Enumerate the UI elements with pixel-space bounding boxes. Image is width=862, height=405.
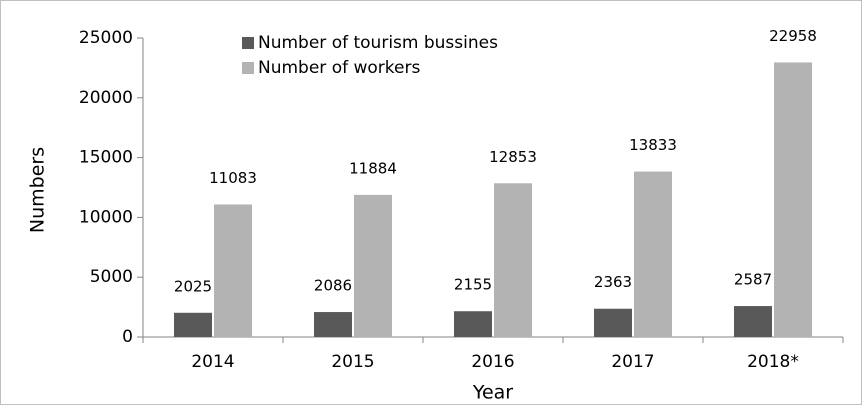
bar — [594, 308, 632, 337]
y-tick-label: 20000 — [79, 88, 133, 108]
legend-label: Number of tourism bussines — [258, 33, 498, 53]
bar — [314, 312, 352, 337]
data-label: 11884 — [349, 159, 397, 177]
legend-label: Number of workers — [258, 58, 420, 78]
bar — [214, 204, 252, 337]
data-label: 11083 — [209, 169, 257, 187]
bar — [354, 194, 392, 337]
data-label: 2086 — [314, 277, 352, 295]
data-label: 2363 — [594, 273, 632, 291]
x-axis-label: Year — [472, 382, 513, 404]
data-label: 2155 — [454, 276, 492, 294]
x-tick-label: 2015 — [331, 352, 374, 372]
y-tick-label: 0 — [122, 327, 133, 347]
y-tick-label: 5000 — [90, 267, 133, 287]
y-tick-label: 15000 — [79, 148, 133, 168]
data-label: 22958 — [769, 27, 817, 45]
y-tick-label: 10000 — [79, 207, 133, 227]
x-tick-label: 2016 — [471, 352, 514, 372]
data-label: 12853 — [489, 148, 537, 166]
y-tick-label: 25000 — [79, 28, 133, 48]
x-tick-label: 2014 — [191, 352, 234, 372]
bar — [494, 183, 532, 337]
data-label: 2025 — [174, 277, 212, 295]
y-axis-label: Numbers — [27, 147, 49, 233]
legend-swatch — [242, 62, 254, 74]
data-label: 2587 — [734, 271, 772, 289]
bar — [634, 171, 672, 337]
bar — [174, 312, 212, 337]
data-label: 13833 — [629, 136, 677, 154]
x-tick-label: 2017 — [611, 352, 654, 372]
bar — [454, 311, 492, 337]
bar — [734, 306, 772, 337]
x-tick-label: 2018* — [747, 352, 799, 372]
bar — [774, 62, 812, 337]
legend-swatch — [242, 37, 254, 49]
